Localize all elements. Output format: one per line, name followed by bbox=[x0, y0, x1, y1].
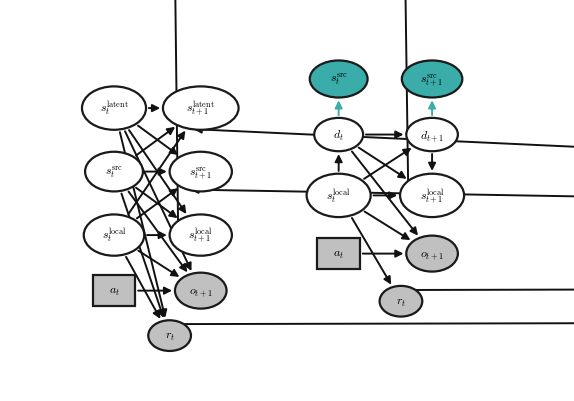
Text: $s_t^{\mathrm{local}}$: $s_t^{\mathrm{local}}$ bbox=[327, 186, 351, 205]
Text: $s_t^{\mathrm{local}}$: $s_t^{\mathrm{local}}$ bbox=[102, 226, 126, 245]
FancyBboxPatch shape bbox=[317, 239, 360, 269]
Text: $r_t$: $r_t$ bbox=[396, 295, 406, 308]
Ellipse shape bbox=[148, 320, 191, 351]
Text: $s_t^{\mathrm{latent}}$: $s_t^{\mathrm{latent}}$ bbox=[99, 99, 129, 118]
Ellipse shape bbox=[85, 152, 143, 192]
Ellipse shape bbox=[310, 61, 367, 98]
Ellipse shape bbox=[314, 119, 363, 152]
Ellipse shape bbox=[400, 174, 464, 218]
Ellipse shape bbox=[402, 61, 462, 98]
Ellipse shape bbox=[307, 174, 371, 218]
Text: $r_t$: $r_t$ bbox=[165, 329, 174, 342]
Text: $o_{t+1}$: $o_{t+1}$ bbox=[189, 284, 212, 298]
Text: $s_{t+1}^{\mathrm{latent}}$: $s_{t+1}^{\mathrm{latent}}$ bbox=[187, 99, 215, 118]
Text: $s_{t+1}^{\mathrm{local}}$: $s_{t+1}^{\mathrm{local}}$ bbox=[420, 186, 444, 205]
Ellipse shape bbox=[406, 119, 458, 152]
Text: $s_{t+1}^{\mathrm{local}}$: $s_{t+1}^{\mathrm{local}}$ bbox=[188, 226, 213, 245]
Ellipse shape bbox=[82, 87, 146, 130]
Ellipse shape bbox=[84, 215, 144, 256]
Text: $d_t$: $d_t$ bbox=[333, 128, 344, 142]
Ellipse shape bbox=[379, 286, 422, 317]
FancyBboxPatch shape bbox=[92, 275, 135, 306]
Text: $d_{t+1}$: $d_{t+1}$ bbox=[420, 128, 444, 142]
Ellipse shape bbox=[163, 87, 239, 130]
Text: $s_t^{\mathrm{src}}$: $s_t^{\mathrm{src}}$ bbox=[329, 72, 348, 88]
Ellipse shape bbox=[170, 215, 232, 256]
Ellipse shape bbox=[406, 236, 458, 272]
Text: $a_t$: $a_t$ bbox=[108, 284, 119, 298]
Ellipse shape bbox=[175, 273, 227, 309]
Ellipse shape bbox=[170, 152, 232, 192]
Text: $a_t$: $a_t$ bbox=[333, 247, 344, 261]
Text: $s_t^{\mathrm{src}}$: $s_t^{\mathrm{src}}$ bbox=[105, 164, 123, 180]
Text: $s_{t+1}^{\mathrm{src}}$: $s_{t+1}^{\mathrm{src}}$ bbox=[189, 164, 212, 180]
Text: $o_{t+1}$: $o_{t+1}$ bbox=[420, 247, 444, 261]
Text: $s_{t+1}^{\mathrm{src}}$: $s_{t+1}^{\mathrm{src}}$ bbox=[420, 72, 444, 88]
